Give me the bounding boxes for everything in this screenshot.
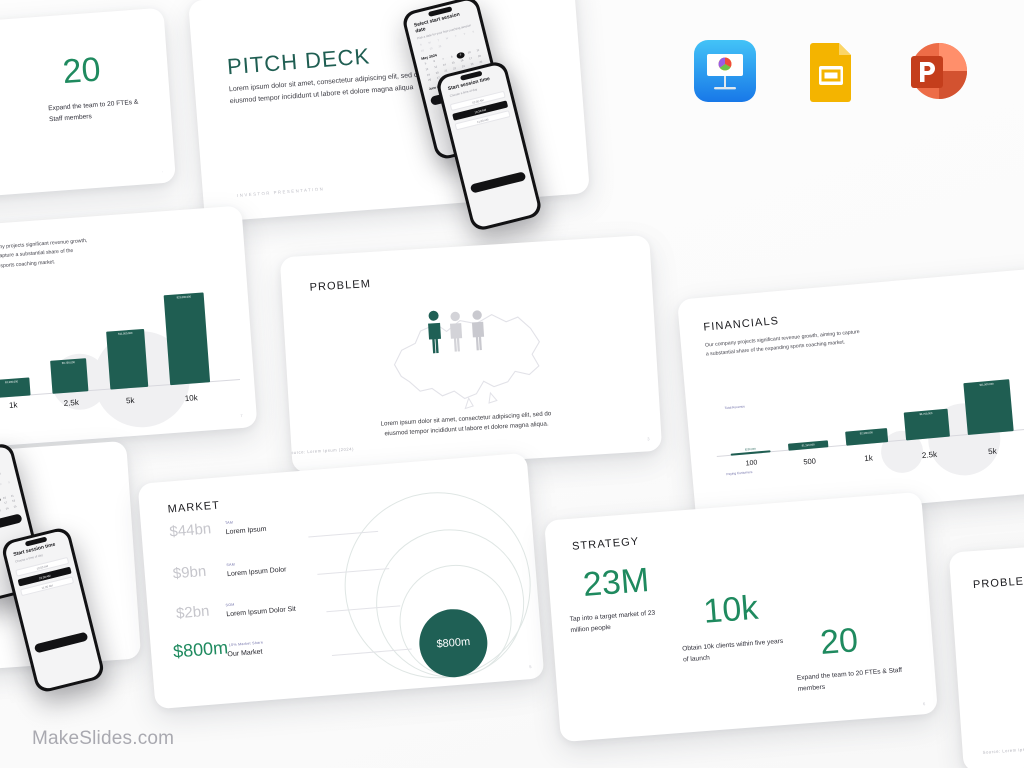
chart-bar: $23,000,000: [163, 292, 211, 386]
chart-x-axis-label: Paying Customers: [726, 469, 753, 477]
page-number: 5: [529, 664, 532, 670]
page-number: 7: [240, 412, 243, 419]
time-confirm-button[interactable]: [33, 631, 89, 654]
person-figure-icon: [449, 311, 463, 352]
chart-category-label: 10k: [184, 393, 198, 404]
chart-category-label: 5k: [125, 395, 135, 406]
strategy-corner-text: Expand the team to 20 FTEs & Staff membe…: [48, 98, 139, 123]
strategy-title: STRATEGY: [571, 535, 640, 553]
chart-bar-value: $5,750,000: [919, 412, 933, 417]
slide-card-problem[interactable]: PROBLEM: [279, 234, 663, 474]
page-number: 6: [922, 701, 926, 707]
market-label: Lorem Ipsum Dolor Sit: [226, 605, 297, 619]
slide-inner: STRATEGY 23M Tap into a target market of…: [544, 492, 938, 742]
market-label: Our Market: [227, 648, 263, 659]
chart-bar: $1,150,000: [787, 440, 829, 451]
market-tag: 10% Market Share: [228, 640, 264, 648]
app-icons-row: [694, 40, 968, 102]
market-label: Lorem Ipsum: [225, 525, 267, 537]
chart-bar: $230,000: [730, 447, 771, 456]
chart-bar-value: $2,300,000: [4, 380, 19, 385]
chart-bar-value: $11,500,000: [118, 331, 133, 336]
chart-category-label: 2.5k: [63, 397, 80, 408]
day-cell[interactable]: 25: [13, 505, 17, 509]
strategy-number: 23M: [581, 561, 651, 604]
chart-category-label: 5k: [987, 446, 998, 457]
microsoft-powerpoint-icon[interactable]: [906, 40, 968, 102]
market-label: Lorem Ipsum Dolor: [226, 566, 287, 579]
chart-bar-value: $1,150,000: [801, 443, 815, 448]
problem-edge-source: Source: Lorem Ipsum (2024): [982, 745, 1024, 755]
page-number: .: [161, 168, 164, 174]
market-tag: TAM: [224, 520, 234, 526]
chart-bar-value: $230,000: [744, 447, 756, 452]
problem-title: PROBLEM: [309, 277, 372, 294]
chart-bar: $2,300,000: [0, 377, 31, 399]
slide-card-financials-left[interactable]: Our company projects significant revenue…: [0, 205, 258, 461]
strategy-number: 20: [818, 621, 860, 662]
slide-card-problem-edge[interactable]: PROBLEM Source: Lorem Ipsum (2024): [948, 531, 1024, 768]
strategy-number: 10k: [702, 588, 760, 631]
strategy-text: Obtain 10k clients within five years of …: [682, 637, 784, 664]
slide-inner: k s within nch 20 Expand the team to 20 …: [0, 8, 176, 204]
chart-bar: $11,500,000: [106, 328, 149, 390]
strategy-corner-number: 20: [61, 50, 102, 92]
calendar-next-button[interactable]: [0, 513, 23, 536]
person-icon-muted: [469, 309, 487, 357]
time-confirm-button[interactable]: [469, 171, 527, 194]
chart-category-label: 100: [745, 459, 758, 468]
financials-bar-chart: $2,300,000 1k $5,750,000 2.5k $11,500,00…: [0, 268, 241, 410]
financials-body: Our company projects significant revenue…: [0, 237, 88, 271]
watermark-makeslides: MakeSlides.com: [32, 728, 175, 749]
problem-edge-title: PROBLEM: [972, 574, 1024, 592]
market-value: $44bn: [168, 520, 212, 541]
day-cell[interactable]: 24: [5, 507, 10, 511]
person-figure-icon: [428, 310, 442, 354]
chart-bar-value: $23,000,000: [176, 295, 192, 300]
region-map-illustration: [379, 297, 555, 415]
strategy-text: Expand the team to 20 FTEs & Staff membe…: [796, 666, 903, 693]
person-icon-highlighted: [425, 310, 444, 360]
page-number: 3: [647, 436, 650, 442]
chart-bar: $5,750,000: [903, 408, 950, 441]
slide-inner: FINANCIALS Our company projects signific…: [677, 265, 1024, 523]
person-figure-icon: [471, 310, 485, 351]
slide-inner: PROBLEM Source: Lorem Ipsum (2024): [949, 532, 1024, 768]
slide-card-market[interactable]: MARKET $800m $44bn TAM Lorem Ipsum $9bn …: [137, 452, 545, 710]
financials-title: FINANCIALS: [703, 315, 780, 334]
slide-inner: Our company projects significant revenue…: [0, 205, 258, 460]
chart-bar: $5,750,000: [50, 358, 89, 394]
market-title: MARKET: [167, 499, 221, 516]
chart-category-label: 500: [802, 456, 817, 467]
strategy-text: Tap into a target market of 23 million p…: [569, 609, 656, 634]
google-slides-icon[interactable]: [800, 40, 862, 102]
market-tag: SOM: [225, 602, 235, 608]
slide-card-strategy[interactable]: STRATEGY 23M Tap into a target market of…: [544, 491, 938, 743]
chart-bar-value: $5,750,000: [61, 361, 75, 366]
chart-bar: $11,500,000: [963, 379, 1014, 436]
market-tag: SAM: [226, 562, 236, 568]
market-value: $2bn: [175, 602, 211, 623]
strategy-corner-text-partial: s within nch: [0, 84, 47, 101]
slide-inner: PROBLEM: [280, 235, 662, 473]
market-value-highlight: $800m: [172, 637, 229, 662]
market-value: $9bn: [172, 562, 207, 583]
slide-inner: MARKET $800m $44bn TAM Lorem Ipsum $9bn …: [138, 453, 545, 710]
slide-card-financials[interactable]: FINANCIALS Our company projects signific…: [676, 264, 1024, 524]
chart-category-label: 2.5k: [921, 449, 938, 461]
chart-category-label: 1k: [8, 400, 18, 410]
chart-bar-value: $11,500,000: [979, 382, 994, 387]
pitch-deck-footer: INVESTOR PRESENTATION: [236, 186, 325, 198]
chart-bar-value: $2,300,000: [859, 431, 873, 436]
chart-category-label: 1k: [863, 453, 874, 464]
apple-keynote-icon[interactable]: [694, 40, 756, 102]
person-icon-muted: [447, 310, 465, 358]
map-outline-icon: [393, 314, 541, 410]
slide-card-strategy-corner[interactable]: k s within nch 20 Expand the team to 20 …: [0, 7, 177, 204]
problem-source: Source: Lorem Ipsum (2024): [287, 446, 355, 456]
